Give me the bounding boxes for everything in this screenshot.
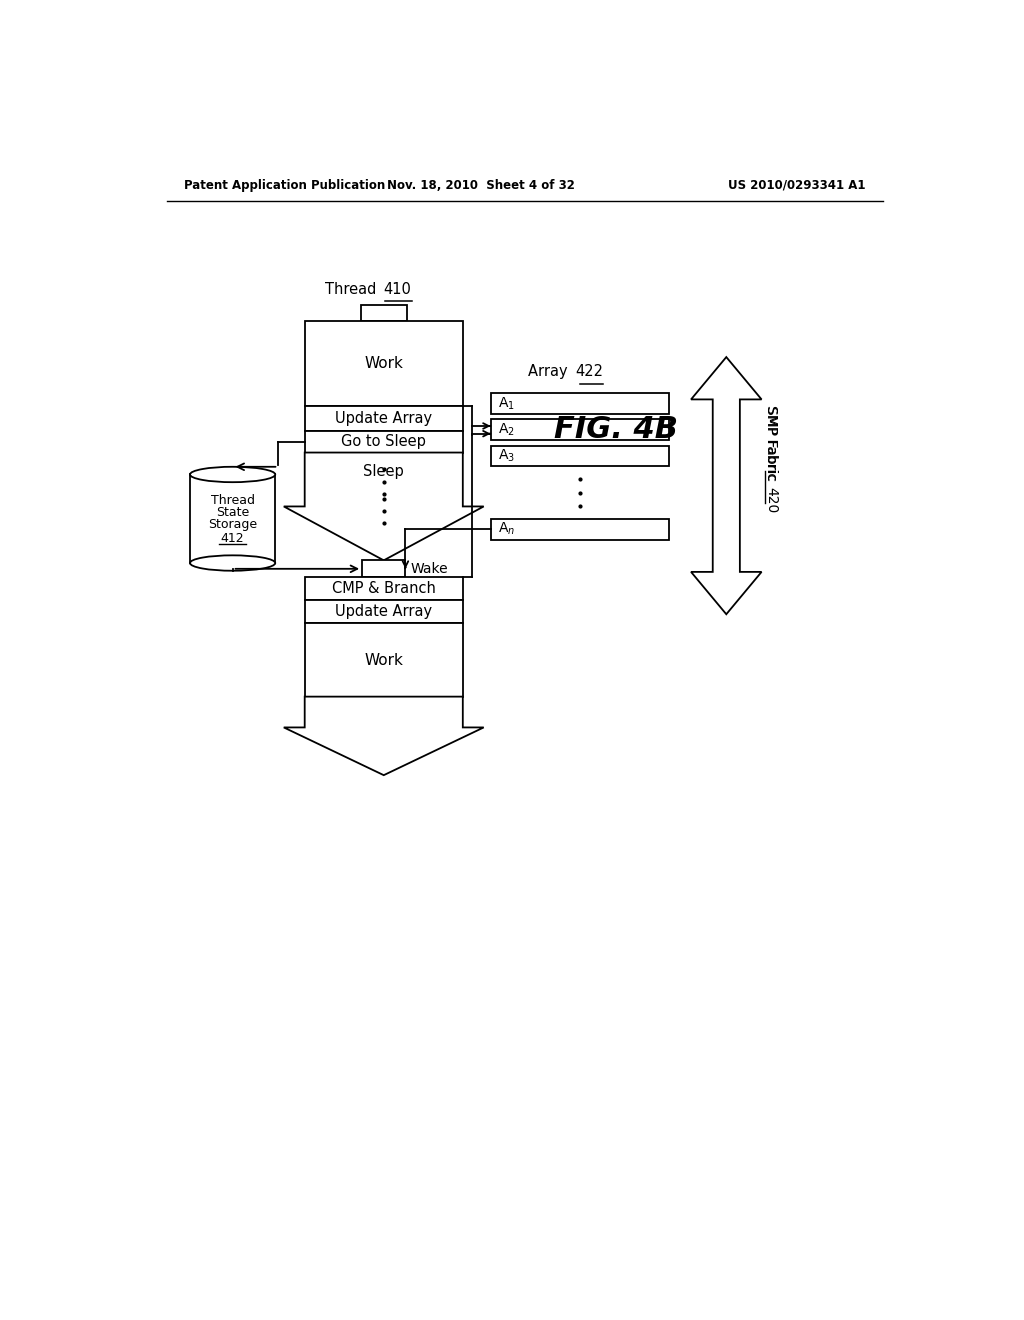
Bar: [305, 577, 463, 601]
Text: Thread: Thread: [211, 494, 255, 507]
Text: Work: Work: [365, 652, 403, 668]
Bar: [190, 474, 275, 564]
Text: 412: 412: [221, 532, 245, 545]
Bar: [305, 601, 463, 623]
Text: 410: 410: [384, 282, 412, 297]
Text: Update Array: Update Array: [335, 605, 432, 619]
Text: FIG. 4B: FIG. 4B: [554, 414, 678, 444]
Text: Thread: Thread: [326, 282, 381, 297]
Bar: [490, 393, 669, 414]
Text: A$_1$: A$_1$: [499, 396, 515, 412]
Text: CMP & Branch: CMP & Branch: [332, 581, 435, 597]
Bar: [490, 446, 669, 466]
Text: Patent Application Publication: Patent Application Publication: [183, 178, 385, 191]
Bar: [490, 519, 669, 540]
Text: Sleep: Sleep: [364, 465, 404, 479]
Text: 420: 420: [764, 487, 778, 513]
Text: SMP Fabric: SMP Fabric: [764, 407, 778, 486]
Text: Wake: Wake: [411, 562, 449, 576]
Ellipse shape: [190, 556, 275, 570]
Bar: [490, 420, 669, 441]
Text: 422: 422: [575, 364, 603, 379]
Text: Update Array: Update Array: [335, 411, 432, 426]
Text: US 2010/0293341 A1: US 2010/0293341 A1: [728, 178, 866, 191]
Text: SMP Fabric: SMP Fabric: [764, 405, 778, 484]
Bar: [305, 407, 463, 432]
Text: A$_2$: A$_2$: [499, 421, 515, 438]
Text: A$_3$: A$_3$: [499, 447, 515, 465]
Text: Nov. 18, 2010  Sheet 4 of 32: Nov. 18, 2010 Sheet 4 of 32: [387, 178, 574, 191]
Polygon shape: [691, 358, 762, 614]
Text: Go to Sleep: Go to Sleep: [341, 434, 426, 449]
Bar: [360, 305, 407, 321]
Text: A$_n$: A$_n$: [499, 521, 516, 537]
Polygon shape: [284, 453, 483, 561]
Text: State: State: [216, 506, 249, 519]
Bar: [305, 432, 463, 453]
Bar: [305, 321, 463, 407]
Ellipse shape: [190, 467, 275, 482]
Bar: [305, 623, 463, 697]
Text: Array: Array: [527, 364, 572, 379]
Polygon shape: [284, 697, 483, 775]
Bar: [362, 560, 406, 577]
Text: Storage: Storage: [208, 519, 257, 532]
Text: Work: Work: [365, 356, 403, 371]
